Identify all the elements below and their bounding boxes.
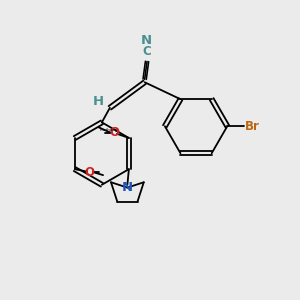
Text: N: N — [122, 181, 133, 194]
Text: O: O — [109, 126, 119, 139]
Text: Br: Br — [245, 120, 260, 133]
Text: N: N — [141, 34, 152, 47]
Text: H: H — [93, 95, 104, 108]
Text: C: C — [142, 46, 151, 59]
Text: methoxy: methoxy — [99, 128, 117, 132]
Text: O: O — [85, 166, 95, 178]
